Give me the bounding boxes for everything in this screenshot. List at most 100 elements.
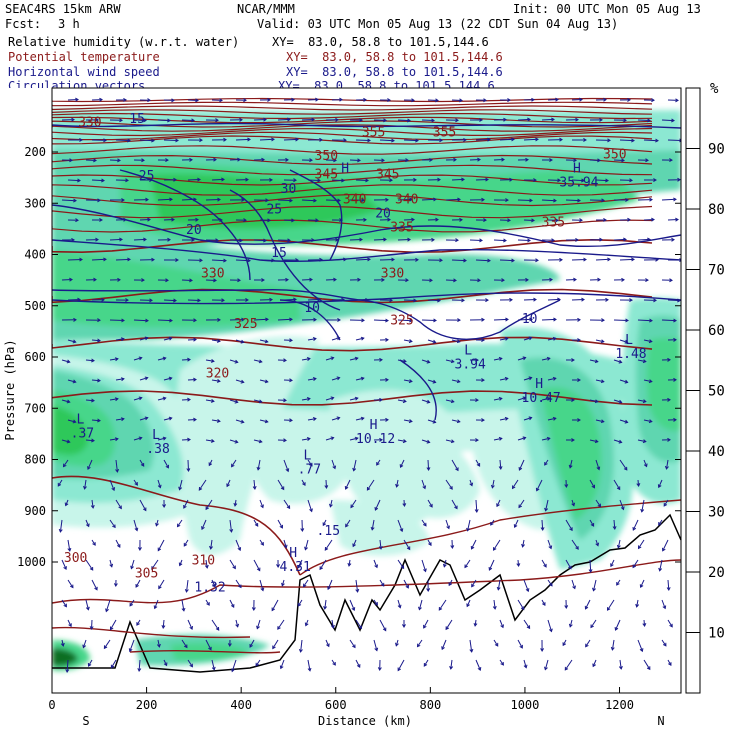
vector-arrow	[610, 563, 614, 568]
vector-arrow	[95, 237, 99, 242]
vector-arrow	[669, 158, 673, 163]
vector-arrow	[667, 219, 679, 221]
vector-arrow	[399, 464, 404, 469]
vector-arrow	[517, 599, 525, 610]
vector-arrow	[257, 459, 261, 470]
vector-arrow	[285, 277, 289, 282]
vector-arrow	[91, 579, 98, 591]
vector-arrow	[493, 239, 507, 242]
vector-arrow	[352, 543, 356, 548]
vector-arrow	[84, 479, 87, 489]
vector-arrow	[181, 639, 188, 648]
field-xy-vectors: XY= 83.0, 58.8 to 101.5,144.6	[278, 79, 495, 88]
vector-arrow	[373, 238, 387, 241]
vector-arrow	[661, 639, 667, 647]
vector-arrow	[499, 459, 502, 470]
vector-arrow	[590, 523, 595, 527]
vector-arrow	[237, 157, 241, 162]
vector-arrow	[658, 479, 663, 488]
vector-arrow	[66, 399, 71, 404]
vector-arrow	[427, 99, 439, 101]
vector-arrow	[551, 238, 555, 243]
vector-arrow	[668, 662, 672, 667]
vector-arrow	[325, 479, 327, 489]
vector-arrow	[118, 505, 122, 510]
vector-arrow	[360, 336, 365, 341]
vector-arrow	[115, 539, 121, 548]
colorbar-unit: %	[710, 81, 719, 97]
vector-arrow	[435, 217, 439, 222]
vector-arrow	[193, 197, 197, 202]
vector-arrow	[307, 667, 312, 672]
vector-arrow	[356, 664, 361, 668]
vector-arrow	[229, 359, 238, 363]
vector-arrow	[183, 644, 188, 649]
vector-arrow	[360, 416, 365, 421]
field-label-theta: Potential temperature	[8, 50, 160, 64]
vector-arrow	[662, 539, 669, 552]
vector-arrow	[330, 356, 335, 361]
vector-arrow	[516, 563, 521, 567]
vector-arrow	[605, 297, 609, 302]
vector-arrow	[438, 599, 447, 611]
vector-arrow	[331, 417, 340, 421]
vector-arrow	[632, 559, 639, 568]
vector-arrow	[271, 258, 275, 263]
vector-arrow	[397, 439, 406, 442]
vector-arrow	[547, 337, 556, 341]
vector-arrow	[245, 177, 249, 182]
vector-arrow	[355, 659, 361, 668]
vector-arrow	[411, 98, 415, 103]
vector-arrow	[616, 486, 621, 491]
vector-arrow	[210, 399, 215, 403]
vector-arrow	[113, 583, 118, 587]
vector-arrow	[547, 539, 552, 549]
vector-arrow	[620, 506, 625, 511]
vector-arrow	[349, 397, 358, 401]
theta-label: 345	[315, 168, 338, 183]
vector-arrow	[389, 178, 393, 183]
vector-arrow	[355, 337, 364, 341]
vector-arrow	[215, 118, 219, 123]
vector-arrow	[58, 528, 63, 533]
vector-arrow	[65, 499, 69, 506]
vector-arrow	[249, 639, 255, 648]
theta-label: 350	[603, 148, 626, 163]
vector-arrow	[456, 339, 461, 344]
vector-arrow	[610, 559, 615, 567]
vector-arrow	[209, 545, 213, 550]
vector-arrow	[327, 579, 333, 590]
center-value: 1.48	[615, 347, 646, 362]
vector-arrow	[359, 237, 363, 242]
vector-arrow	[169, 318, 173, 323]
vector-arrow	[383, 118, 387, 123]
vector-arrow	[325, 437, 334, 441]
vector-arrow	[675, 217, 679, 222]
vector-arrow	[197, 298, 201, 303]
vector-arrow	[283, 544, 288, 549]
wind-contour	[359, 299, 561, 340]
vector-arrow	[457, 197, 461, 202]
vector-arrow	[226, 483, 230, 488]
vector-arrow	[168, 376, 173, 381]
vector-arrow	[251, 607, 256, 611]
vector-arrow	[298, 648, 303, 653]
vector-arrow	[157, 319, 173, 322]
vector-arrow	[637, 399, 646, 403]
vector-arrow	[595, 542, 600, 547]
vector-arrow	[600, 379, 605, 384]
vector-arrow	[133, 357, 142, 361]
vector-arrow	[205, 199, 221, 201]
vector-arrow	[330, 436, 335, 441]
vector-arrow	[471, 579, 477, 587]
vector-arrow	[195, 217, 199, 222]
vector-arrow	[588, 569, 593, 573]
vector-arrow	[507, 218, 511, 223]
vector-arrow	[295, 137, 299, 142]
vector-arrow	[400, 459, 405, 468]
vector-arrow	[205, 439, 214, 442]
vector-arrow	[421, 119, 435, 121]
vector-arrow	[158, 579, 165, 589]
vector-arrow	[643, 419, 652, 423]
vector-arrow	[139, 139, 155, 142]
